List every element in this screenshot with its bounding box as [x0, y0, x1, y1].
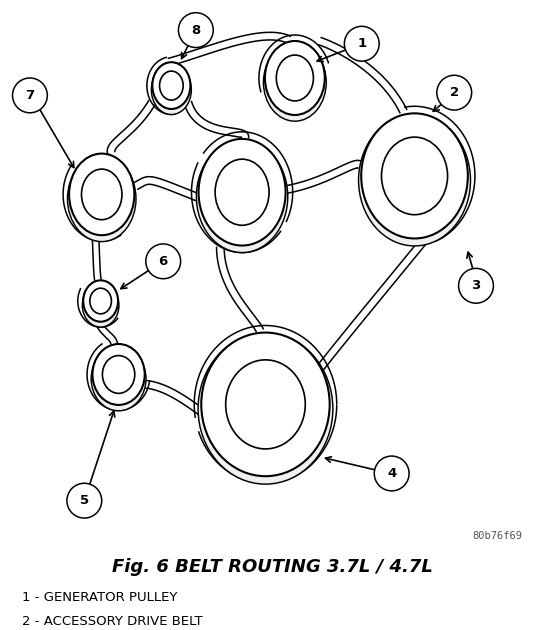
- Circle shape: [437, 75, 472, 110]
- Circle shape: [374, 456, 409, 491]
- Circle shape: [13, 78, 47, 113]
- Ellipse shape: [196, 140, 288, 253]
- Ellipse shape: [82, 169, 122, 220]
- Ellipse shape: [263, 43, 326, 121]
- Text: 3: 3: [471, 279, 481, 292]
- Ellipse shape: [201, 333, 330, 476]
- Ellipse shape: [151, 66, 191, 115]
- Text: 2 - ACCESSORY DRIVE BELT: 2 - ACCESSORY DRIVE BELT: [22, 616, 202, 628]
- Ellipse shape: [226, 360, 305, 449]
- Ellipse shape: [199, 139, 286, 246]
- Text: 80b76f69: 80b76f69: [472, 532, 522, 541]
- Ellipse shape: [69, 154, 134, 235]
- Ellipse shape: [198, 333, 333, 484]
- Ellipse shape: [152, 62, 190, 109]
- Circle shape: [344, 26, 379, 61]
- Ellipse shape: [276, 55, 313, 101]
- Circle shape: [146, 244, 181, 278]
- Text: 1 - GENERATOR PULLEY: 1 - GENERATOR PULLEY: [22, 591, 177, 604]
- Ellipse shape: [83, 280, 118, 322]
- Text: 8: 8: [191, 23, 201, 37]
- Circle shape: [178, 13, 213, 47]
- Ellipse shape: [82, 284, 119, 327]
- Ellipse shape: [67, 156, 136, 241]
- Text: 6: 6: [158, 255, 168, 268]
- Text: 1: 1: [357, 37, 366, 50]
- Ellipse shape: [265, 41, 325, 115]
- Ellipse shape: [358, 115, 471, 246]
- Ellipse shape: [102, 355, 135, 393]
- Text: 2: 2: [450, 86, 459, 99]
- Text: Fig. 6 BELT ROUTING 3.7L / 4.7L: Fig. 6 BELT ROUTING 3.7L / 4.7L: [112, 558, 432, 576]
- Text: 7: 7: [26, 89, 34, 102]
- Ellipse shape: [90, 288, 112, 314]
- Ellipse shape: [91, 347, 146, 411]
- Ellipse shape: [381, 137, 448, 215]
- Text: 5: 5: [80, 494, 89, 507]
- Ellipse shape: [92, 344, 145, 405]
- Ellipse shape: [361, 113, 468, 239]
- Circle shape: [459, 268, 493, 303]
- Ellipse shape: [159, 71, 183, 100]
- Text: 4: 4: [387, 467, 397, 480]
- Circle shape: [67, 483, 102, 518]
- Ellipse shape: [215, 159, 269, 226]
